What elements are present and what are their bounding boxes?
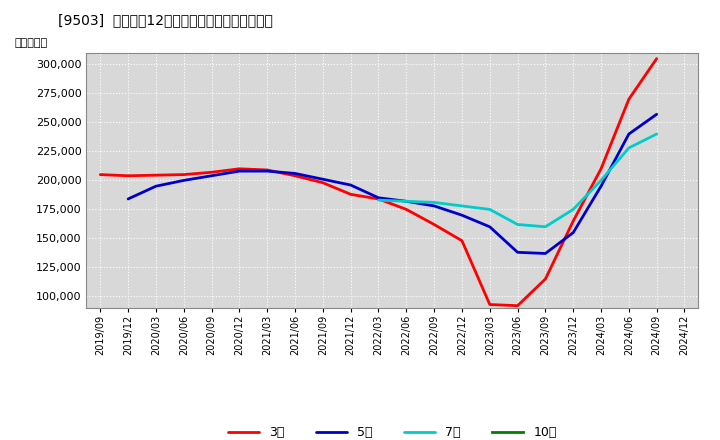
7年 — [458, 203, 467, 209]
7年 — [513, 222, 522, 227]
Y-axis label: （百万円）: （百万円） — [14, 38, 48, 48]
5年 — [263, 169, 271, 174]
5年 — [291, 171, 300, 176]
5年 — [124, 196, 132, 202]
5年 — [624, 132, 633, 137]
3年 — [624, 96, 633, 102]
7年 — [402, 198, 410, 204]
3年 — [263, 167, 271, 172]
7年 — [485, 207, 494, 212]
5年 — [374, 195, 383, 201]
Line: 3年: 3年 — [100, 59, 657, 306]
3年 — [374, 196, 383, 202]
5年 — [207, 173, 216, 178]
3年 — [207, 170, 216, 175]
7年 — [541, 224, 550, 229]
3年 — [318, 180, 327, 185]
5年 — [569, 230, 577, 235]
3年 — [96, 172, 104, 177]
3年 — [402, 207, 410, 212]
5年 — [485, 224, 494, 229]
7年 — [374, 198, 383, 203]
3年 — [541, 276, 550, 282]
3年 — [597, 166, 606, 172]
3年 — [485, 302, 494, 307]
5年 — [597, 183, 606, 189]
5年 — [458, 213, 467, 218]
5年 — [430, 203, 438, 209]
5年 — [318, 176, 327, 182]
3年 — [458, 238, 467, 243]
3年 — [569, 218, 577, 224]
5年 — [346, 183, 355, 188]
Legend: 3年, 5年, 7年, 10年: 3年, 5年, 7年, 10年 — [223, 422, 562, 440]
5年 — [402, 198, 410, 204]
3年 — [430, 222, 438, 227]
Line: 7年: 7年 — [379, 134, 657, 227]
7年 — [624, 145, 633, 150]
3年 — [152, 172, 161, 178]
7年 — [652, 132, 661, 137]
3年 — [124, 173, 132, 178]
5年 — [179, 178, 188, 183]
3年 — [235, 166, 243, 172]
3年 — [179, 172, 188, 177]
3年 — [291, 173, 300, 178]
3年 — [346, 192, 355, 197]
7年 — [430, 200, 438, 205]
5年 — [235, 169, 243, 174]
5年 — [541, 251, 550, 256]
5年 — [513, 249, 522, 255]
7年 — [569, 207, 577, 212]
5年 — [652, 112, 661, 117]
7年 — [597, 178, 606, 183]
5年 — [152, 183, 161, 189]
Text: [9503]  経常利益12か月移動合計の平均値の推移: [9503] 経常利益12か月移動合計の平均値の推移 — [58, 13, 272, 27]
3年 — [513, 303, 522, 308]
Line: 5年: 5年 — [128, 114, 657, 253]
3年 — [652, 56, 661, 61]
